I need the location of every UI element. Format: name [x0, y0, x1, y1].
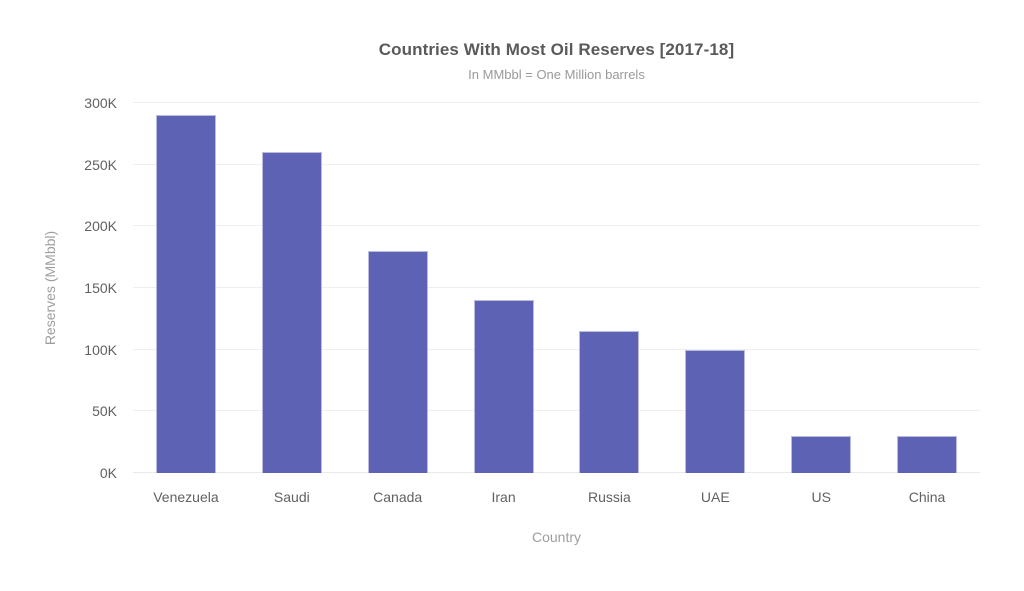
y-tick-label: 150K	[84, 280, 117, 296]
y-tick-labels: 0K 50K 100K 150K 200K 250K 300K	[0, 0, 125, 591]
bar-canada[interactable]	[367, 251, 428, 473]
y-tick-label: 50K	[92, 403, 117, 420]
y-tick-label: 100K	[84, 341, 117, 358]
y-tick-label: 250K	[84, 156, 117, 173]
bar-russia[interactable]	[579, 331, 640, 473]
bar-uae[interactable]	[685, 350, 746, 473]
x-tick-label: China	[908, 489, 946, 505]
gridline	[133, 225, 980, 227]
bar-venezuela[interactable]	[155, 115, 216, 473]
x-tick-labels: Venezuela Saudi Canada Iran Russia UAE US China	[133, 489, 980, 509]
x-tick-label: Russia	[588, 489, 631, 505]
x-tick-label: UAE	[700, 489, 730, 505]
gridline	[133, 287, 980, 288]
bar-iran[interactable]	[473, 300, 534, 473]
gridline	[133, 102, 980, 103]
gridline	[133, 163, 980, 165]
y-tick-label: 0K	[99, 465, 117, 481]
x-tick-label: Canada	[373, 489, 423, 505]
y-tick-label: 200K	[84, 218, 117, 235]
bar-china[interactable]	[897, 436, 958, 473]
x-axis-line	[133, 472, 980, 473]
x-tick-label: Saudi	[273, 489, 310, 505]
chart-subtitle: In MMbbl = One Million barrels	[468, 67, 645, 82]
y-tick-label: 300K	[84, 95, 117, 111]
gridline	[133, 410, 980, 412]
plot-area	[133, 102, 980, 473]
bar-saudi[interactable]	[261, 152, 322, 473]
gridline	[133, 348, 980, 350]
x-tick-label: Venezuela	[153, 489, 219, 505]
x-tick-label: Iran	[491, 489, 516, 505]
x-tick-label: US	[811, 489, 831, 505]
bar-us[interactable]	[791, 436, 852, 473]
chart-title: Countries With Most Oil Reserves [2017-1…	[378, 40, 735, 59]
x-axis-title: Country	[531, 529, 582, 545]
